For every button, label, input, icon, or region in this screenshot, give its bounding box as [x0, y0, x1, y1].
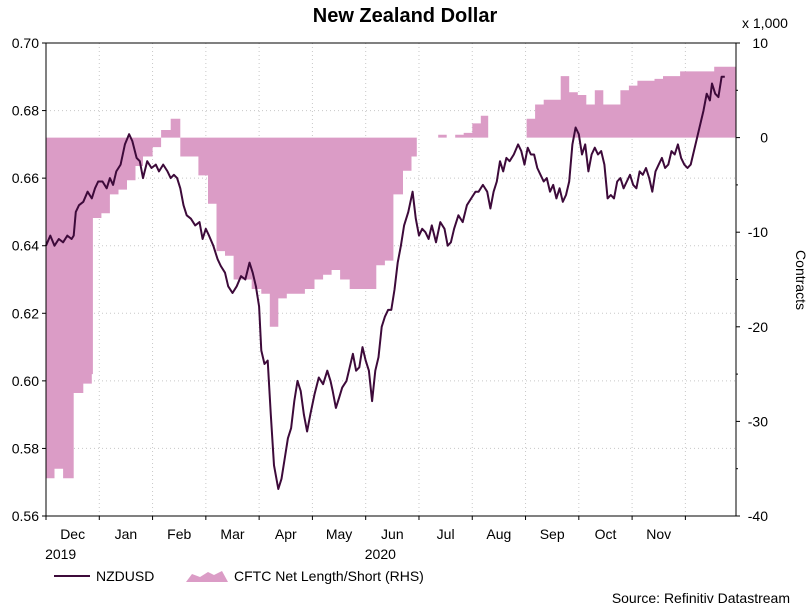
left-tick-label: 0.70	[12, 35, 39, 51]
left-tick-label: 0.66	[12, 170, 39, 186]
x-month-label: Dec	[60, 526, 85, 542]
right-tick-label: -20	[748, 319, 768, 335]
left-tick-label: 0.58	[12, 440, 39, 456]
x-axis: Dec Jan Feb Mar Apr May Jun Jul Aug Sep Oct Nov 2019…	[45, 516, 686, 562]
nzdusd-line	[45, 75, 725, 490]
x-year-label: 2019	[45, 546, 76, 562]
x-month-label: Feb	[167, 526, 191, 542]
left-tick-label: 0.62	[12, 305, 39, 321]
x-month-label: Apr	[275, 526, 297, 542]
right-axis-unit-label: x 1,000	[742, 15, 788, 31]
legend-area-swatch	[186, 571, 228, 582]
legend-line-label: NZDUSD	[96, 568, 154, 584]
left-axis: 0.70 0.68 0.66 0.64 0.62 0.60 0.58 0.56	[12, 35, 46, 524]
left-tick-label: 0.68	[12, 103, 39, 119]
x-month-label: Jul	[437, 526, 455, 542]
x-month-label: Jan	[115, 526, 138, 542]
left-tick-label: 0.56	[12, 508, 39, 524]
x-month-label: Mar	[220, 526, 244, 542]
x-month-label: Oct	[595, 526, 617, 542]
legend: NZDUSD CFTC Net Length/Short (RHS)	[54, 568, 424, 584]
x-month-label: May	[326, 526, 352, 542]
right-tick-label: -40	[748, 508, 768, 524]
cftc-area-layer	[46, 66, 736, 479]
cftc-area	[46, 66, 736, 479]
x-month-label: Nov	[646, 526, 671, 542]
left-tick-label: 0.60	[12, 373, 39, 389]
legend-area-label: CFTC Net Length/Short (RHS)	[234, 568, 424, 584]
x-year-label: 2020	[365, 546, 396, 562]
source-note: Source: Refinitiv Datastream	[612, 590, 790, 606]
x-month-label: Aug	[486, 526, 511, 542]
right-tick-label: -30	[748, 413, 768, 429]
right-axis: 10 0 -10 -20 -30 -40	[736, 35, 768, 524]
left-tick-label: 0.64	[12, 238, 39, 254]
nzdusd-line-layer	[45, 75, 725, 490]
x-month-label: Sep	[540, 526, 565, 542]
chart-title: New Zealand Dollar	[313, 5, 498, 27]
right-tick-label: 10	[752, 35, 768, 51]
right-tick-label: -10	[748, 224, 768, 240]
right-axis-label: Contracts	[793, 250, 809, 310]
right-tick-label: 0	[760, 130, 768, 146]
x-month-label: Jun	[381, 526, 404, 542]
